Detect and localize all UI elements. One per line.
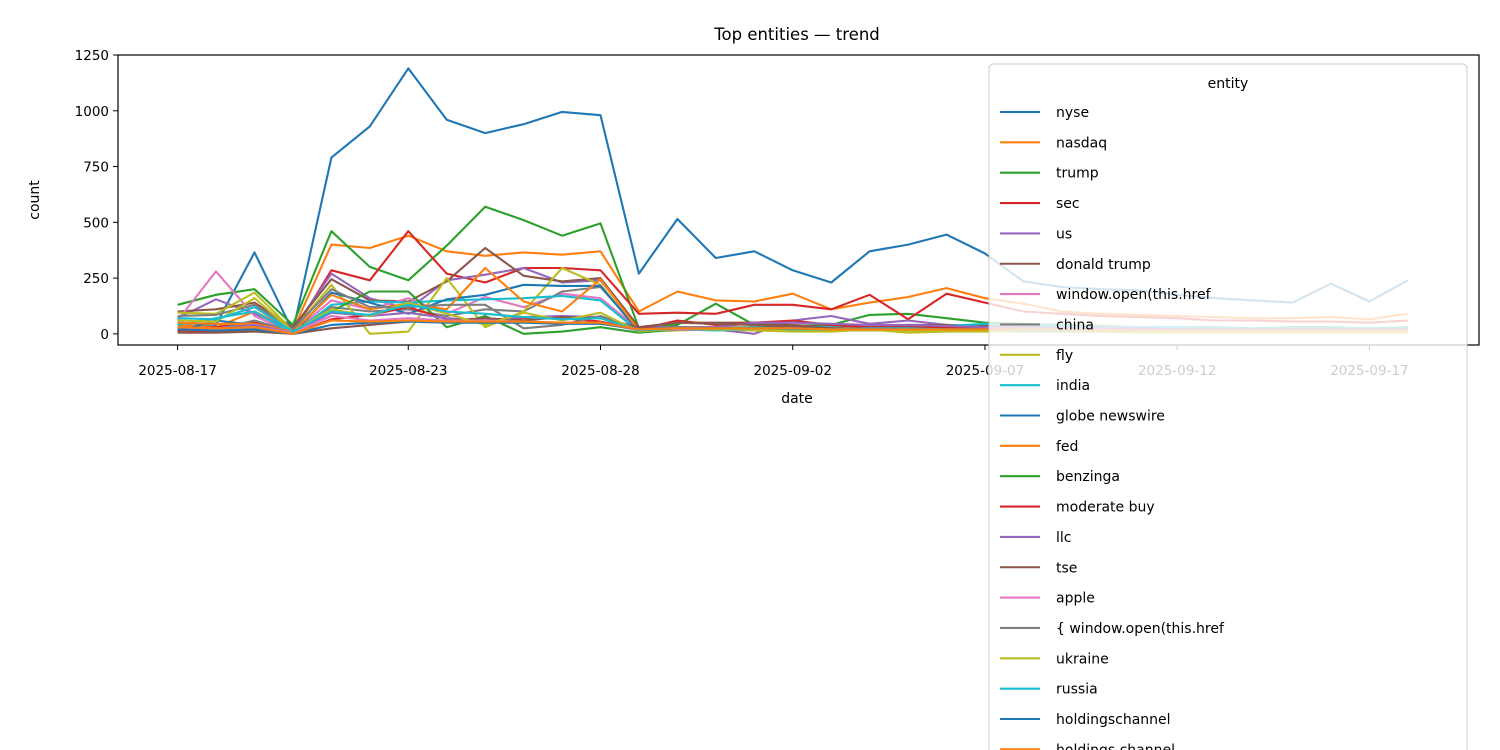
legend-entry-label: china [1056,317,1094,333]
y-tick-label: 250 [83,271,109,287]
legend-entry-label: benzinga [1056,469,1120,485]
legend-entry-label: holdings channel [1056,742,1175,750]
y-axis: 0 250 500 750 1000 1250 [75,48,118,343]
y-tick-label: 0 [100,327,109,343]
legend-entry-label: fly [1056,348,1073,364]
y-tick-label: 500 [83,215,109,231]
x-tick-label: 2025-08-23 [369,363,447,379]
legend-entry-label: { window.open(this.href [1056,621,1225,637]
legend-entry-label: fed [1056,439,1078,455]
y-axis-label: count [27,180,43,220]
legend-entry-label: apple [1056,591,1095,607]
plot-frame [117,54,1480,346]
legend-entry-label: nyse [1056,105,1089,121]
legend-entry-label: llc [1056,530,1071,546]
legend-entry-label: india [1056,378,1090,394]
y-tick-label: 750 [83,160,109,176]
x-tick-label: 2025-08-17 [138,363,216,379]
y-tick-label: 1250 [75,48,109,64]
legend-entry-label: us [1056,226,1072,242]
x-tick-label: 2025-08-28 [561,363,639,379]
legend-entry-label: nasdaq [1056,135,1107,151]
legend-entry-label: donald trump [1056,257,1151,273]
x-tick-label: 2025-09-02 [753,363,831,379]
legend-entry-label: moderate buy [1056,500,1155,516]
legend-entry-label: sec [1056,196,1080,212]
legend-entry-label: russia [1056,682,1098,698]
legend-title: entity [1208,76,1249,92]
legend-entry-label: tse [1056,560,1077,576]
y-tick-label: 1000 [75,104,109,120]
legend-entry-label: ukraine [1056,651,1109,667]
x-axis-label: date [781,391,813,407]
legend-entry-label: window.open(this.href [1056,287,1212,303]
legend-entry-label: globe newswire [1056,409,1165,425]
legend-entry-label: trump [1056,166,1099,182]
legend-entry-label: holdingschannel [1056,712,1171,728]
chart-title: Top entities — trend [713,25,880,44]
legend: entity nyse nasdaq trump sec us donald trump w… [988,63,1468,750]
legend-box [988,63,1468,750]
